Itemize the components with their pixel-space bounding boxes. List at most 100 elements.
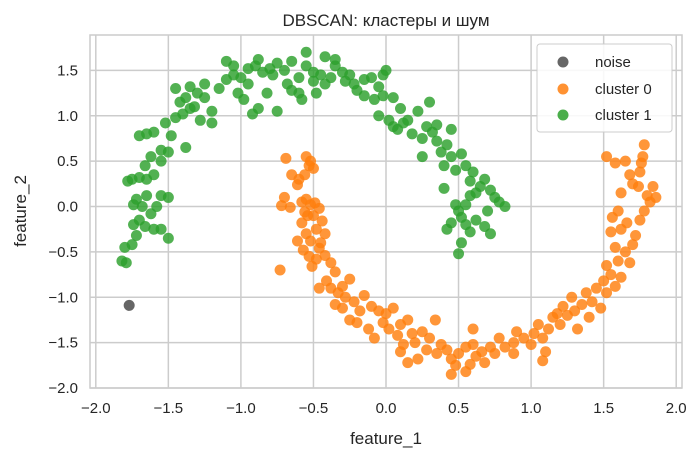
data-point: [634, 214, 646, 226]
data-point: [453, 248, 465, 260]
data-point: [412, 353, 424, 365]
data-point: [235, 72, 247, 84]
data-point: [441, 344, 453, 356]
data-point: [441, 139, 453, 151]
data-point: [310, 223, 322, 235]
data-point: [336, 280, 348, 292]
data-point: [130, 193, 142, 205]
data-point: [453, 348, 465, 360]
data-point: [336, 302, 348, 314]
y-tick-label: −0.5: [48, 244, 78, 261]
data-point: [373, 110, 385, 122]
data-point: [421, 344, 433, 356]
data-point: [387, 302, 399, 314]
data-point: [511, 326, 523, 338]
data-point: [464, 190, 476, 202]
data-point: [612, 205, 624, 217]
data-point: [310, 87, 322, 99]
data-point: [319, 228, 331, 240]
data-point: [305, 235, 317, 247]
data-point: [300, 60, 312, 72]
data-point: [586, 296, 598, 308]
data-point: [300, 46, 312, 58]
data-point: [450, 199, 462, 211]
data-point: [325, 257, 337, 269]
data-point: [406, 328, 418, 340]
data-point: [155, 155, 167, 167]
data-point: [464, 175, 476, 187]
data-point: [123, 299, 135, 311]
data-point: [383, 323, 395, 335]
x-tick-label: 0.5: [448, 400, 469, 417]
data-point: [615, 187, 627, 199]
data-point: [598, 275, 610, 287]
data-point: [358, 289, 370, 301]
data-point: [609, 157, 621, 169]
data-point: [540, 346, 552, 358]
data-point: [344, 69, 356, 81]
data-point: [315, 69, 327, 81]
data-point: [431, 119, 443, 131]
data-point: [271, 57, 283, 69]
data-point: [569, 305, 581, 317]
data-point: [206, 117, 218, 129]
x-axis-ticks: −2.0 −1.5 −1.0 −0.5 0.0 0.5 1.0 1.5 2.0: [81, 400, 687, 417]
data-point: [252, 103, 264, 115]
data-point: [184, 81, 196, 93]
data-point: [165, 130, 177, 142]
data-point: [242, 78, 254, 90]
data-point: [307, 75, 319, 87]
data-point: [518, 332, 530, 344]
data-point: [120, 257, 132, 269]
y-tick-label: 1.5: [57, 62, 78, 79]
data-point: [624, 257, 636, 269]
data-point: [170, 83, 182, 95]
x-tick-label: −2.0: [81, 400, 111, 417]
data-point: [199, 78, 211, 90]
data-point: [479, 173, 491, 185]
data-point: [438, 182, 450, 194]
data-point: [609, 280, 621, 292]
data-point: [206, 105, 218, 117]
x-tick-label: 0.0: [376, 400, 397, 417]
data-point: [467, 338, 479, 350]
data-point: [188, 101, 200, 113]
data-point: [416, 326, 428, 338]
data-point: [296, 217, 308, 229]
data-point: [402, 314, 414, 326]
data-point: [615, 271, 627, 283]
data-point: [291, 179, 303, 191]
series-cluster-1: [116, 46, 511, 269]
data-point: [576, 299, 588, 311]
data-point: [467, 323, 479, 335]
data-point: [155, 223, 167, 235]
data-point: [605, 226, 617, 238]
data-point: [395, 103, 407, 115]
data-point: [528, 328, 540, 340]
data-point: [406, 128, 418, 140]
data-point: [499, 341, 511, 353]
legend-label-cluster-1: cluster 1: [595, 107, 652, 124]
data-point: [619, 155, 631, 167]
data-point: [470, 214, 482, 226]
data-point: [630, 230, 642, 242]
data-point: [621, 217, 633, 229]
data-point: [319, 51, 331, 63]
x-tick-label: −1.0: [226, 400, 256, 417]
data-point: [429, 314, 441, 326]
data-point: [424, 96, 436, 108]
data-point: [508, 348, 520, 360]
data-point: [445, 151, 457, 163]
y-tick-label: 0.0: [57, 199, 78, 216]
legend: noise cluster 0 cluster 1: [536, 43, 673, 133]
data-point: [431, 135, 443, 147]
data-point: [252, 54, 264, 66]
data-point: [306, 260, 318, 272]
y-tick-label: 1.0: [57, 108, 78, 125]
data-point: [476, 346, 488, 358]
data-point: [409, 337, 421, 349]
data-point: [261, 87, 273, 99]
data-point: [180, 142, 192, 154]
series-noise: [123, 299, 135, 311]
data-point: [139, 160, 151, 172]
